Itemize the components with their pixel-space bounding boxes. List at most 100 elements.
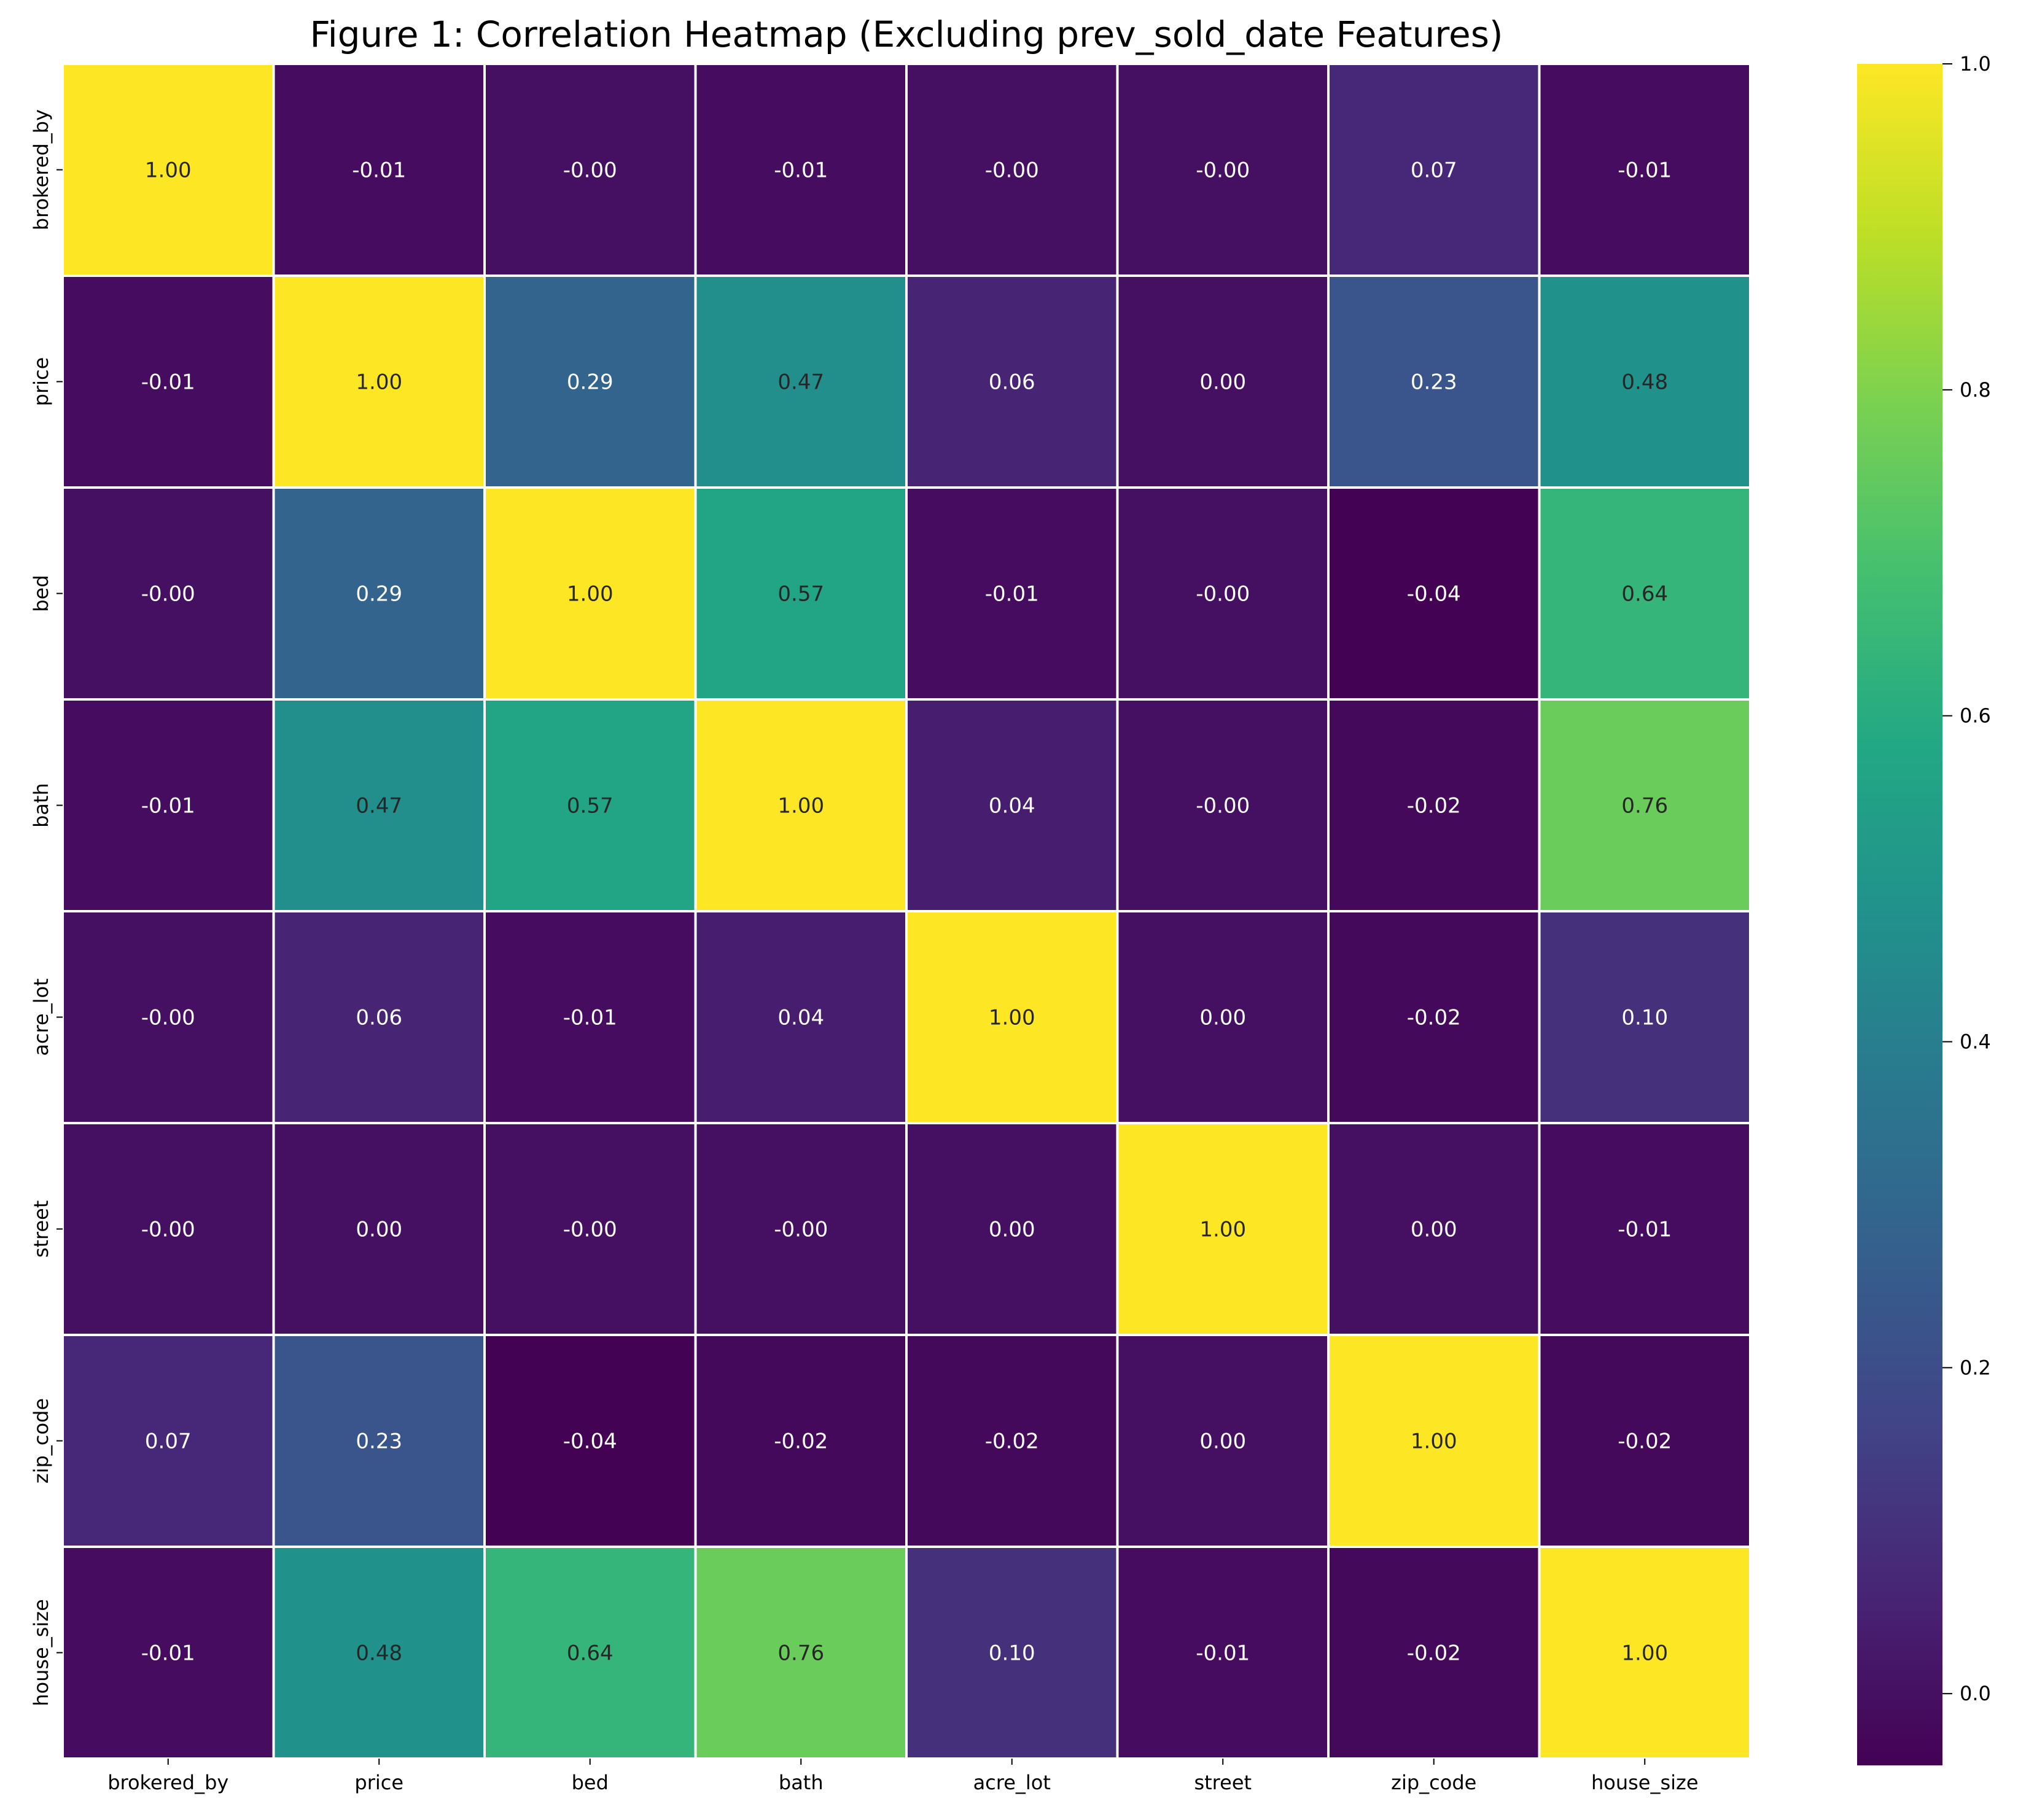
cell-annotation: -0.00 [985, 158, 1039, 183]
cell-annotation: -0.01 [1618, 158, 1672, 183]
cell-annotation: -0.02 [774, 1429, 828, 1454]
colorbar-tick-label: 0.6 [1960, 704, 1991, 728]
heatmap-cell-brokered_by-acre_lot [905, 63, 1119, 277]
cell-annotation: -0.02 [1407, 1641, 1461, 1666]
heatmap-cell-bed-zip_code [1327, 486, 1541, 701]
cell-annotation: 1.00 [777, 794, 824, 819]
cell-annotation: -0.00 [563, 1218, 617, 1242]
heatmap-cell-zip_code-brokered_by [61, 1334, 275, 1548]
heatmap-cell-street-price [272, 1122, 486, 1336]
heatmap-cell-street-house_size [1538, 1122, 1751, 1336]
heatmap-cell-bath-brokered_by [61, 698, 275, 912]
cell-annotation: 0.29 [356, 582, 402, 607]
colorbar-tick-label: 0.8 [1960, 378, 1991, 402]
cell-annotation: -0.00 [563, 158, 617, 183]
heatmap-cell-zip_code-price [272, 1334, 486, 1548]
y-tick-label: street [29, 1200, 53, 1258]
x-tick-label: street [1194, 1771, 1252, 1794]
cell-annotation: 0.00 [356, 1218, 402, 1242]
cell-annotation: 1.00 [1411, 1429, 1457, 1454]
heatmap-cell-house_size-bed [483, 1546, 697, 1760]
heatmap-cell-zip_code-acre_lot [905, 1334, 1119, 1548]
cell-annotation: 0.00 [1199, 1429, 1246, 1454]
cell-annotation: -0.01 [774, 158, 828, 183]
cell-annotation: 0.07 [145, 1429, 192, 1454]
x-tick-label: price [354, 1771, 403, 1794]
cell-annotation: 0.76 [1621, 794, 1668, 819]
heatmap-cell-price-house_size [1538, 274, 1751, 489]
heatmap-cell-brokered_by-bed [483, 63, 697, 277]
cell-annotation: 0.10 [989, 1641, 1035, 1666]
cell-annotation: -0.02 [1618, 1429, 1672, 1454]
cell-annotation: 0.57 [777, 582, 824, 607]
cell-annotation: 0.29 [567, 370, 614, 395]
cell-annotation: -0.01 [1618, 1218, 1672, 1242]
y-tick-label: bath [29, 783, 53, 828]
heatmap-cell-zip_code-street [1116, 1334, 1330, 1548]
cell-annotation: 1.00 [356, 370, 402, 395]
cell-annotation: 0.10 [1621, 1006, 1668, 1030]
colorbar-gradient [1857, 64, 1942, 1765]
heatmap-cell-zip_code-house_size [1538, 1334, 1751, 1548]
cell-annotation: -0.02 [1407, 794, 1461, 819]
cell-annotation: 0.00 [1199, 1006, 1246, 1030]
cell-annotation: -0.00 [141, 1006, 195, 1030]
heatmap-cell-price-zip_code [1327, 274, 1541, 489]
y-tick-label: house_size [29, 1599, 53, 1706]
heatmap-cell-bath-bed [483, 698, 697, 912]
heatmap-cell-bath-zip_code [1327, 698, 1541, 912]
cell-annotation: 0.00 [989, 1218, 1035, 1242]
x-tick-label: bed [572, 1771, 609, 1794]
heatmap-cell-street-bed [483, 1122, 697, 1336]
heatmap-cell-street-acre_lot [905, 1122, 1119, 1336]
y-tick-label: bed [29, 575, 53, 612]
heatmap-cell-acre_lot-acre_lot [905, 910, 1119, 1124]
colorbar-tick-label: 1.0 [1960, 52, 1991, 76]
heatmap-cell-bed-street [1116, 486, 1330, 701]
x-tick-label: brokered_by [107, 1771, 228, 1794]
heatmap-cell-price-price [272, 274, 486, 489]
heatmap-cell-acre_lot-street [1116, 910, 1330, 1124]
cell-annotation: 0.48 [1621, 370, 1668, 395]
heatmap-cell-acre_lot-house_size [1538, 910, 1751, 1124]
colorbar: 0.0 0.2 0.4 0.6 0.8 1.0 [1857, 52, 1991, 1765]
cell-annotation: -0.01 [985, 582, 1039, 607]
cell-annotation: 0.47 [356, 794, 402, 819]
cell-annotation: -0.00 [1196, 158, 1250, 183]
cell-annotation: -0.00 [141, 582, 195, 607]
cell-annotation: 0.23 [356, 1429, 402, 1454]
cell-annotation: -0.01 [141, 1641, 195, 1666]
cell-annotation: 0.47 [777, 370, 824, 395]
heatmap-cell-zip_code-zip_code [1327, 1334, 1541, 1548]
heatmap-cell-bed-bed [483, 486, 697, 701]
colorbar-tick-label: 0.4 [1960, 1030, 1991, 1054]
cell-annotation: 1.00 [567, 582, 614, 607]
heatmap-cell-brokered_by-house_size [1538, 63, 1751, 277]
cell-annotation: 1.00 [989, 1006, 1035, 1030]
heatmap-cell-house_size-house_size [1538, 1546, 1751, 1760]
y-tick-label: acre_lot [29, 978, 53, 1056]
cell-annotation: 0.06 [989, 370, 1035, 395]
heatmap-cell-acre_lot-bed [483, 910, 697, 1124]
heatmap-cell-bed-house_size [1538, 486, 1751, 701]
heatmap-cell-acre_lot-bath [694, 910, 908, 1124]
y-tick-label: price [29, 357, 53, 406]
x-tick-label: zip_code [1391, 1771, 1476, 1794]
heatmap-cell-brokered_by-brokered_by [61, 63, 275, 277]
cell-annotation: 0.04 [989, 794, 1035, 819]
cell-annotation: -0.02 [1407, 1006, 1461, 1030]
cell-annotation: 0.07 [1411, 158, 1457, 183]
heatmap-cell-bath-acre_lot [905, 698, 1119, 912]
cell-annotation: 0.04 [777, 1006, 824, 1030]
cell-annotation: -0.04 [1407, 582, 1461, 607]
x-axis: brokered_by price bed bath acre_lot street zip… [107, 1759, 1699, 1794]
x-tick-label: acre_lot [973, 1771, 1051, 1794]
cell-annotation: 0.06 [356, 1006, 402, 1030]
heatmap-cell-brokered_by-street [1116, 63, 1330, 277]
cell-annotation: 0.00 [1199, 370, 1246, 395]
cell-annotation: -0.00 [1196, 582, 1250, 607]
x-tick-label: house_size [1591, 1771, 1699, 1794]
heatmap-cell-bed-bath [694, 486, 908, 701]
